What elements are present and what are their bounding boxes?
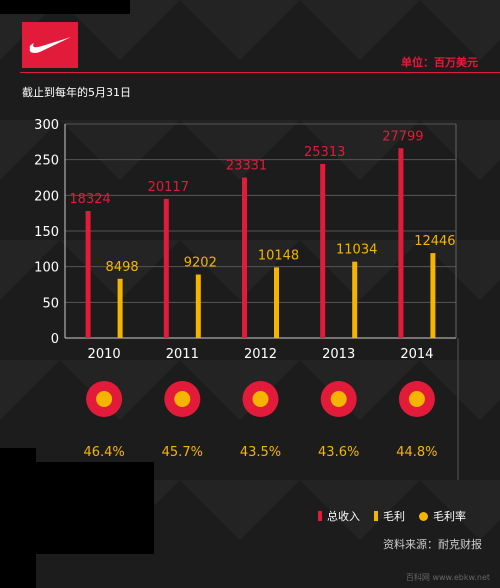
revenue-data-label: 23331 — [226, 159, 267, 174]
x-tick-label: 2013 — [322, 347, 355, 362]
chart-subtitle: 截止到每年的5月31日 — [22, 86, 131, 99]
unit-label: 单位：百万美元 — [401, 56, 478, 69]
margin-label: 44.8% — [396, 445, 437, 460]
watermark-text: 百科网 www.ebkw.net — [405, 573, 490, 582]
legend-item-profit: 毛利 — [374, 508, 405, 524]
profit-data-label: 11034 — [336, 243, 377, 258]
legend-item-margin: 毛利率 — [419, 508, 466, 524]
x-tick-label: 2012 — [244, 347, 277, 362]
profit-data-label: 12446 — [414, 234, 455, 249]
legend-item-revenue: 总收入 — [318, 508, 360, 524]
legend-label-margin: 毛利率 — [433, 510, 466, 523]
y-tick-label: 0 — [51, 332, 59, 347]
legend: 总收入 毛利 毛利率 — [318, 508, 466, 524]
profit-bar — [274, 267, 279, 338]
redacted-block-top — [0, 0, 130, 14]
margin-dot — [96, 391, 113, 407]
y-tick-label: 250 — [34, 154, 59, 169]
margin-label: 45.7% — [162, 445, 203, 460]
margin-dot — [330, 391, 347, 407]
revenue-data-label: 20117 — [148, 180, 189, 195]
x-tick-label: 2011 — [166, 347, 199, 362]
y-tick-label: 150 — [34, 225, 59, 240]
bar-chart: 0 50 100 150 200 250 300 18324 8498 2010 46.4% 2011… — [34, 118, 459, 480]
profit-data-label: 10148 — [258, 248, 299, 263]
redacted-block-left — [0, 448, 36, 588]
revenue-bar — [242, 177, 247, 338]
margin-label: 43.5% — [240, 445, 281, 460]
profit-bar — [352, 261, 358, 338]
legend-swatch-profit — [374, 511, 378, 521]
nike-logo — [22, 22, 78, 68]
legend-swatch-revenue — [318, 511, 322, 521]
revenue-data-label: 25313 — [304, 145, 345, 160]
swoosh-icon — [29, 37, 71, 53]
revenue-bar — [85, 211, 91, 338]
revenue-bar — [398, 148, 404, 338]
y-tick-label: 50 — [42, 296, 59, 311]
x-tick-label: 2014 — [400, 347, 433, 362]
legend-dot-margin — [419, 511, 428, 521]
profit-bar — [195, 274, 201, 338]
source-note: 资料来源：耐克财报 — [383, 538, 482, 551]
margin-dot — [174, 391, 191, 407]
profit-data-label: 8498 — [106, 260, 139, 275]
profit-bar — [430, 253, 436, 338]
margin-label: 46.4% — [83, 445, 124, 460]
legend-label-revenue: 总收入 — [327, 510, 360, 523]
revenue-bar — [320, 163, 326, 338]
y-tick-label: 300 — [34, 118, 59, 133]
revenue-data-label: 27799 — [382, 129, 423, 144]
x-tick-label: 2010 — [88, 347, 121, 362]
revenue-bar — [163, 198, 169, 338]
margin-label: 43.6% — [318, 445, 359, 460]
y-tick-label: 100 — [34, 261, 59, 276]
profit-data-label: 9202 — [184, 256, 217, 271]
y-tick-label: 200 — [34, 189, 59, 204]
margin-dot — [408, 391, 425, 407]
header-divider — [20, 72, 500, 73]
revenue-data-label: 18324 — [69, 192, 110, 207]
redacted-block-bottom — [36, 462, 154, 554]
margin-dot — [252, 391, 269, 407]
legend-label-profit: 毛利 — [383, 510, 405, 523]
profit-bar — [117, 278, 123, 338]
